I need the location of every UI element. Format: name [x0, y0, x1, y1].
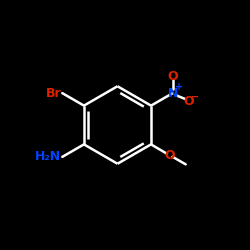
Text: −: −: [191, 92, 199, 102]
Text: N: N: [168, 86, 178, 100]
Text: Br: Br: [46, 86, 61, 100]
Text: O: O: [168, 70, 178, 83]
Text: +: +: [175, 82, 183, 92]
Text: H₂N: H₂N: [35, 150, 61, 164]
Text: O: O: [183, 94, 194, 108]
Text: O: O: [164, 148, 175, 162]
